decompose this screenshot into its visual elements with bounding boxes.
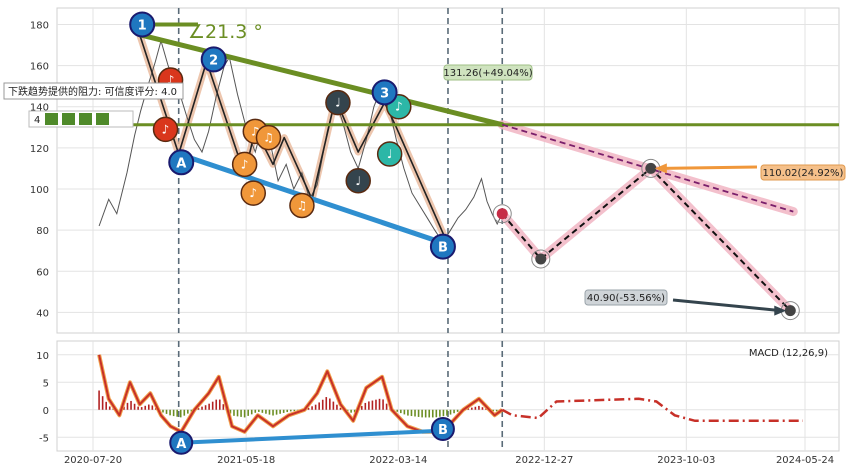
wave-node [200, 46, 227, 73]
note-marker-glyph: ♪ [249, 186, 257, 200]
target-low-badge: 40.90(-53.56%) [587, 293, 665, 304]
wave-node-label: 2 [209, 53, 218, 68]
x-tick-label: 2023-10-03 [657, 455, 715, 466]
note-marker-glyph: ♩ [355, 174, 361, 188]
macd-title: MACD (12,26,9) [749, 348, 828, 359]
price-y-tick-label: 80 [36, 226, 49, 237]
note-marker-glyph: ♫ [250, 124, 261, 138]
target-low-arrow [672, 298, 781, 313]
price-y-tick-label: 40 [36, 308, 49, 319]
angle-label: ∠21.3 ° [188, 21, 263, 43]
macd-y-tick-label: 0 [43, 406, 49, 417]
note-marker [289, 192, 315, 219]
note-marker-glyph: ♫ [297, 198, 308, 212]
macd-y-tick-label: 10 [36, 351, 49, 362]
score-icon [96, 113, 109, 125]
macd-node [169, 430, 194, 455]
target-high-arrowhead [654, 163, 667, 174]
price-y-tick-label: 100 [30, 185, 49, 196]
wave-node [429, 233, 456, 260]
note-marker-glyph: ♩ [335, 96, 341, 110]
x-tick-label: 2020-07-20 [64, 455, 122, 466]
tooltip-box [3, 82, 184, 100]
note-marker [255, 124, 282, 151]
note-marker-glyph: ♪ [167, 73, 175, 87]
score-icon [79, 113, 92, 125]
macd-y-tick-label: -5 [39, 433, 49, 444]
forecast-point [645, 162, 657, 174]
wave-node-label: B [438, 241, 448, 256]
tooltip-row-score: 4 [34, 115, 40, 126]
target-high-arrow [662, 165, 758, 170]
note-marker [240, 180, 267, 206]
note-marker [152, 116, 179, 143]
x-tick-label: 2022-12-27 [515, 455, 573, 466]
note-marker [345, 168, 371, 194]
wave-node-label: 3 [380, 86, 389, 101]
upper-trend-line [137, 32, 505, 128]
wave-node [168, 149, 195, 176]
x-tick-label: 2024-05-24 [776, 455, 834, 466]
target-low-arrowhead [774, 305, 787, 316]
macd-y-tick-label: 5 [43, 378, 49, 389]
forecast-point [535, 253, 547, 265]
target-high-badge: 110.02(24.92%) [763, 168, 844, 179]
target-high-badge-box [760, 164, 846, 181]
price-y-tick-label: 60 [36, 267, 49, 278]
forecast-point [496, 208, 508, 220]
x-tick-label: 2021-05-18 [217, 455, 275, 466]
macd-forecast-line [501, 397, 803, 423]
resistance-price-badge-box [443, 64, 533, 81]
target-low-badge-box [584, 289, 668, 306]
note-marker [376, 141, 403, 167]
price-y-tick-label: 180 [30, 20, 49, 31]
note-marker [325, 89, 351, 116]
resistance-price-badge: 131.26(+49.04%) [443, 68, 532, 79]
forecast-point-ring [492, 204, 512, 224]
note-marker-glyph: ♪ [162, 122, 170, 136]
score-icon [45, 113, 58, 125]
wave-node [129, 11, 156, 38]
lower-trend-line [176, 151, 451, 248]
wave-node-label: 1 [138, 18, 147, 33]
forecast-path [501, 167, 792, 312]
macd-divergence-line [179, 428, 445, 445]
x-tick-label: 2022-03-14 [369, 455, 427, 466]
wave-node-label: A [176, 156, 186, 171]
note-marker-glyph: ♪ [395, 100, 403, 114]
forecast-point-ring [531, 249, 551, 269]
macd-node-label: A [176, 437, 186, 452]
wave-node [371, 79, 398, 106]
note-marker-glyph: ♪ [241, 157, 249, 171]
tooltip-title: 下跌趋势提供的阻力: 可信度评分: 4.0 [8, 85, 177, 98]
score-icon [62, 113, 75, 125]
macd-node-label: B [438, 423, 448, 438]
price-y-tick-label: 160 [30, 62, 49, 73]
note-marker [231, 151, 258, 178]
price-y-tick-label: 140 [30, 103, 49, 114]
note-marker-glyph: ♫ [263, 131, 274, 145]
price-y-tick-label: 120 [30, 144, 49, 155]
macd-panel: -5 0 5 10 A B MACD (12,26,9) [36, 340, 840, 455]
forecast-point [784, 305, 796, 317]
note-marker-glyph: ♩ [387, 147, 393, 161]
x-axis: 2020-07-20 2021-05-18 2022-03-14 2022-12-27… [64, 455, 834, 466]
macd-node [430, 417, 455, 441]
